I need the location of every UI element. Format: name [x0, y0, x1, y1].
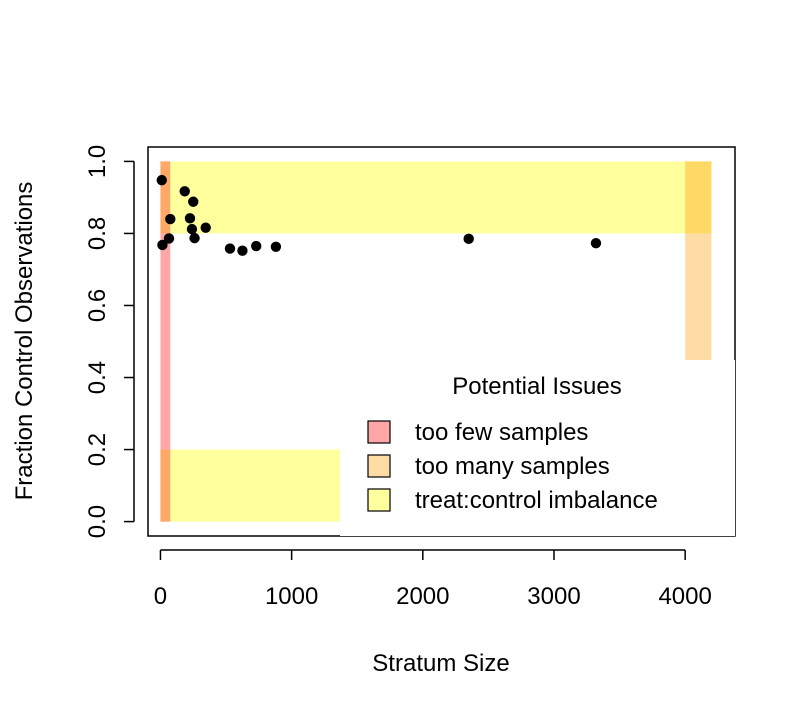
overlap-many-imbalance [685, 161, 712, 234]
legend-swatch-2 [367, 488, 391, 512]
data-point-11 [237, 245, 248, 256]
data-point-10 [224, 243, 236, 254]
x-tick-label-3: 3000 [527, 583, 580, 610]
y-tick-label-3: 0.6 [84, 289, 111, 322]
x-tick-label-2: 2000 [396, 583, 449, 610]
x-tick-label-0: 0 [154, 583, 167, 610]
data-point-9 [200, 222, 211, 233]
y-axis: 0.0 0.2 0.4 0.6 0.8 1.0 [84, 145, 135, 538]
overlap-few-imbalance-1 [160, 449, 171, 522]
x-axis-label: Stratum Size [372, 650, 509, 677]
data-point-2 [163, 233, 175, 244]
data-point-15 [590, 237, 602, 249]
legend-background [340, 360, 735, 536]
data-point-6 [186, 223, 198, 235]
data-point-12 [251, 240, 262, 252]
legend-swatch-0 [367, 420, 391, 444]
data-point-1 [157, 239, 168, 251]
data-point-8 [189, 232, 200, 244]
y-tick-label-2: 0.4 [84, 361, 111, 394]
data-point-13 [270, 241, 282, 252]
data-points [156, 174, 602, 256]
legend-label-0: too few samples [415, 419, 588, 446]
region-too-few-samples-0 [160, 161, 171, 522]
data-point-14 [463, 233, 474, 245]
overlap-few-imbalance-0 [160, 161, 171, 234]
x-tick-label-4: 4000 [658, 583, 711, 610]
data-point-3 [165, 213, 176, 225]
x-axis: 0 1000 2000 3000 4000 [154, 549, 712, 610]
legend-label-2: treat:control imbalance [415, 487, 658, 514]
data-point-4 [179, 186, 190, 197]
y-tick-label-1: 0.2 [84, 433, 111, 466]
legend-title: Potential Issues [452, 373, 621, 400]
y-tick-label-5: 1.0 [84, 145, 111, 178]
data-point-5 [184, 213, 196, 224]
data-point-0 [156, 174, 167, 186]
legend: Potential Issues too few samples too many… [340, 360, 735, 536]
y-tick-label-0: 0.0 [84, 505, 111, 538]
legend-label-1: too many samples [415, 453, 610, 480]
data-point-7 [188, 196, 199, 207]
region-treat-control-imbalance-2 [160, 161, 712, 234]
legend-swatch-1 [367, 454, 391, 478]
x-tick-label-1: 1000 [265, 583, 318, 610]
y-tick-label-4: 0.8 [84, 217, 111, 250]
y-axis-label: Fraction Control Observations [11, 182, 38, 501]
